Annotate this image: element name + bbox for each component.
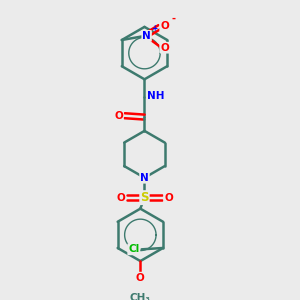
Text: +: + — [151, 24, 158, 33]
Text: O: O — [164, 193, 173, 202]
Text: O: O — [114, 111, 123, 121]
Text: NH: NH — [147, 91, 165, 101]
Text: N: N — [140, 173, 149, 183]
Text: Cl: Cl — [128, 244, 140, 254]
Text: O: O — [136, 273, 145, 283]
Text: N: N — [142, 31, 151, 41]
Text: O: O — [160, 21, 169, 31]
Text: O: O — [160, 43, 169, 53]
Text: CH₃: CH₃ — [130, 293, 151, 300]
Text: -: - — [171, 14, 175, 24]
Text: S: S — [140, 191, 149, 204]
Text: O: O — [116, 193, 125, 202]
